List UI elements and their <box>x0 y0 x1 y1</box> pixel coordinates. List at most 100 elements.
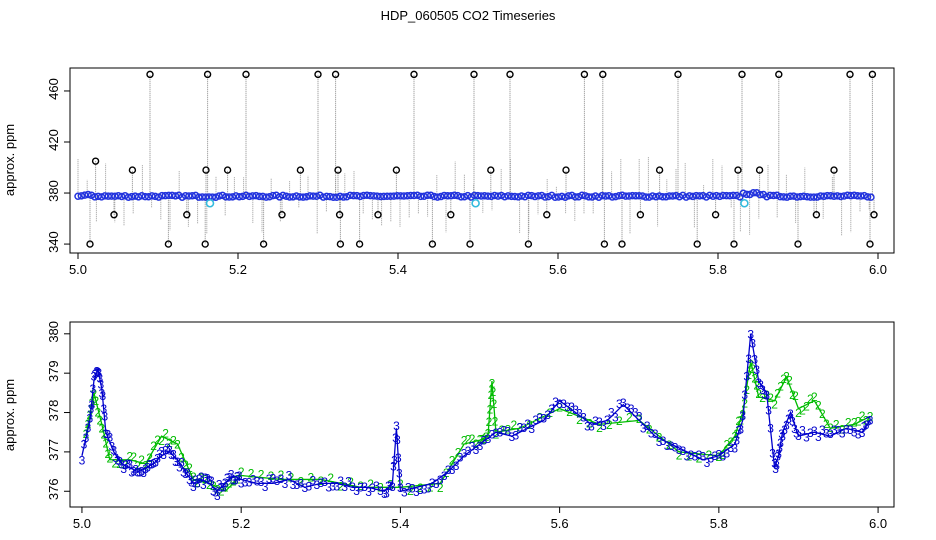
outlier-point <box>674 70 682 79</box>
baseline-point <box>534 192 543 200</box>
series-marker-3: 3 <box>108 439 115 453</box>
baseline-point <box>84 190 92 199</box>
outlier-point <box>636 211 645 219</box>
series-marker-3: 3 <box>146 457 153 471</box>
series-marker-3: 3 <box>799 424 806 438</box>
baseline-point <box>400 192 408 200</box>
series-marker-3: 3 <box>170 448 177 462</box>
outlier-point <box>755 166 764 174</box>
series-marker-3: 3 <box>401 485 408 499</box>
series-marker-3: 3 <box>392 431 399 445</box>
series-marker-3: 3 <box>509 430 516 444</box>
series-marker-3: 3 <box>317 476 324 490</box>
top-y-tick-label: 420 <box>46 129 61 151</box>
series-marker-3: 3 <box>89 398 96 412</box>
series-marker-3: 3 <box>180 465 187 479</box>
series-marker-2: 2 <box>751 371 758 385</box>
baseline-point <box>252 191 260 200</box>
series-marker-2: 2 <box>491 397 498 411</box>
series-marker-3: 3 <box>192 473 199 487</box>
series-marker-2: 2 <box>723 438 730 452</box>
outlier-point <box>866 240 874 248</box>
outlier-point <box>259 240 268 248</box>
baseline-point <box>524 191 532 200</box>
series-marker-3: 3 <box>644 419 651 433</box>
series-marker-3: 3 <box>859 426 866 440</box>
series-marker-3: 3 <box>390 459 397 473</box>
series-marker-3: 3 <box>773 459 780 473</box>
series-marker-2: 2 <box>130 450 137 464</box>
series-marker-3: 3 <box>144 460 151 474</box>
series-marker-3: 3 <box>733 433 740 447</box>
series-marker-2: 2 <box>162 426 169 440</box>
series-marker-3: 3 <box>656 435 663 449</box>
baseline-point <box>124 193 133 201</box>
series-marker-3: 3 <box>214 489 221 503</box>
series-marker-2: 2 <box>716 450 723 464</box>
series-marker-3: 3 <box>807 426 814 440</box>
baseline-point <box>682 193 690 201</box>
baseline-point <box>601 192 610 200</box>
baseline-point <box>117 192 126 201</box>
series-marker-3: 3 <box>112 451 119 465</box>
series-marker-3: 3 <box>712 449 719 463</box>
series-marker-3: 3 <box>116 454 123 468</box>
baseline-point <box>322 192 331 201</box>
series-marker-3: 3 <box>528 422 535 436</box>
series-marker-3: 3 <box>652 427 659 441</box>
series-marker-2: 2 <box>214 482 221 496</box>
series-marker-3: 3 <box>286 469 293 483</box>
series-marker-3: 3 <box>168 448 175 462</box>
outlier-point <box>355 240 364 248</box>
series-marker-3: 3 <box>761 388 768 402</box>
baseline-point <box>789 192 798 200</box>
baseline-point <box>716 192 724 201</box>
series-marker-3: 3 <box>88 402 95 416</box>
series-marker-3: 3 <box>544 408 551 422</box>
series-marker-3: 3 <box>104 428 111 442</box>
series-marker-3: 3 <box>162 444 169 458</box>
baseline-point <box>658 192 667 201</box>
series-marker-2: 2 <box>258 467 265 481</box>
series-marker-3: 3 <box>745 352 752 366</box>
series-marker-3: 3 <box>387 479 394 493</box>
series-marker-2: 2 <box>863 413 870 427</box>
series-marker-3: 3 <box>696 448 703 462</box>
series-marker-3: 3 <box>489 427 496 441</box>
series-marker-3: 3 <box>381 487 388 501</box>
series-marker-3: 3 <box>365 485 372 499</box>
series-marker-2: 2 <box>116 457 123 471</box>
series-marker-3: 3 <box>835 423 842 437</box>
series-marker-2: 2 <box>727 435 734 449</box>
series-marker-2: 2 <box>100 428 107 442</box>
series-marker-2: 2 <box>743 383 750 397</box>
outlier-point <box>599 70 607 79</box>
series-marker-3: 3 <box>473 443 480 457</box>
series-marker-3: 3 <box>779 430 786 444</box>
series-marker-3: 3 <box>723 447 730 461</box>
baseline-point <box>662 193 670 201</box>
outlier-point <box>91 157 100 165</box>
bottom-y-tick-label: 378 <box>46 400 61 422</box>
series-marker-3: 3 <box>465 444 472 458</box>
series-marker-3: 3 <box>672 440 679 454</box>
series-marker-3: 3 <box>212 485 219 499</box>
outlier-point <box>164 240 173 248</box>
series-marker-2: 2 <box>827 421 834 435</box>
series-marker-3: 3 <box>122 458 129 472</box>
outlier-point <box>86 240 94 248</box>
series-marker-3: 3 <box>867 413 874 427</box>
baseline-point <box>544 192 553 201</box>
series-marker-3: 3 <box>124 457 131 471</box>
baseline-point <box>850 191 858 200</box>
series-marker-3: 3 <box>445 463 452 477</box>
baseline-point <box>507 192 516 201</box>
top-x-tick-label: 6.0 <box>869 262 887 277</box>
baseline-point <box>793 193 801 201</box>
series-marker-3: 3 <box>749 337 756 351</box>
series-marker-3: 3 <box>540 411 547 425</box>
outlier-point <box>711 211 720 219</box>
series-marker-2: 2 <box>493 428 500 442</box>
baseline-point <box>749 189 758 197</box>
series-marker-2: 2 <box>795 406 802 420</box>
